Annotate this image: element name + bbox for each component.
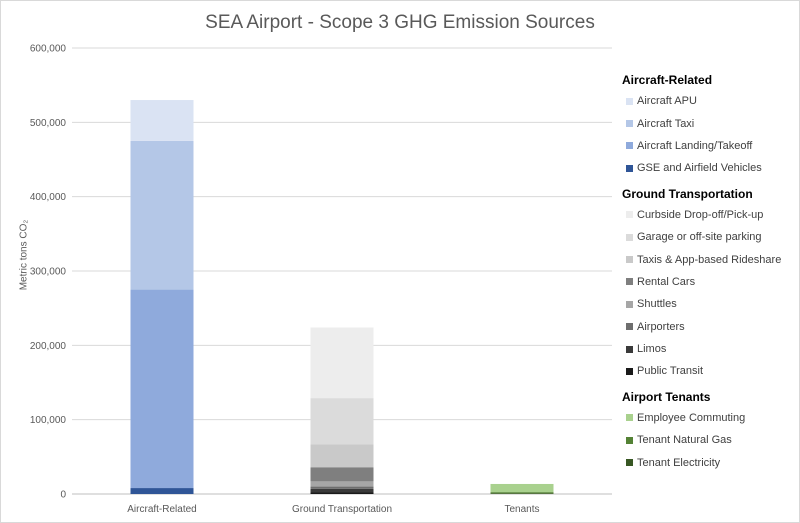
bar-segment — [310, 444, 374, 468]
legend-item: Taxis & App-based Rideshare — [622, 248, 800, 270]
legend-item: Shuttles — [622, 293, 800, 315]
bar-segment — [130, 488, 194, 494]
legend-swatch — [626, 142, 633, 150]
bar-segment — [130, 289, 194, 489]
legend-item: Aircraft APU — [622, 90, 800, 112]
legend-label: Aircraft Landing/Takeoff — [637, 139, 753, 152]
legend-label: Curbside Drop-off/Pick-up — [637, 208, 764, 221]
legend-swatch — [626, 256, 633, 264]
bar-segment — [310, 398, 374, 445]
bar-segment — [130, 140, 194, 290]
bar-segment — [310, 486, 374, 489]
x-tick-label: Aircraft-Related — [127, 504, 196, 515]
y-tick-label: 100,000 — [30, 415, 67, 426]
legend-item: Airporters — [622, 316, 800, 338]
legend-swatch — [626, 345, 633, 353]
bar-segment — [490, 492, 554, 494]
legend-swatch — [626, 323, 633, 331]
legend-swatch — [626, 120, 633, 128]
legend-swatch — [626, 211, 633, 219]
legend-item: Tenant Electricity — [622, 451, 800, 473]
legend-label: Airporters — [637, 320, 685, 333]
y-tick-label: 0 — [60, 490, 66, 501]
legend-item: Garage or off-site parking — [622, 226, 800, 248]
legend-swatch — [626, 97, 633, 105]
legend-label: Shuttles — [637, 298, 677, 311]
legend-item: Tenant Natural Gas — [622, 429, 800, 451]
bar-segment — [310, 327, 374, 399]
legend-swatch — [626, 278, 633, 286]
legend-swatch — [626, 367, 633, 375]
legend-group-title: Aircraft-Related — [622, 73, 713, 87]
legend-group-title: Ground Transportation — [622, 186, 753, 201]
chart-title: SEA Airport - Scope 3 GHG Emission Sourc… — [205, 12, 595, 33]
legend-label: Garage or off-site parking — [637, 231, 762, 244]
bar-segment — [130, 100, 194, 141]
legend-item: Employee Commuting — [622, 407, 800, 429]
bar-segment — [490, 483, 554, 493]
legend-label: GSE and Airfield Vehicles — [637, 162, 762, 175]
legend-label: Rental Cars — [637, 275, 696, 288]
y-tick-label: 200,000 — [30, 341, 67, 352]
legend-swatch — [626, 233, 633, 241]
legend-item: Rental Cars — [622, 271, 800, 293]
bar-segment — [310, 467, 374, 482]
legend-swatch — [626, 459, 633, 467]
bar-segment — [310, 488, 374, 493]
y-tick-label: 300,000 — [30, 267, 67, 278]
legend-group: Ground Transportation Curbside Drop-off/P… — [622, 184, 800, 383]
y-tick-label: 600,000 — [30, 44, 67, 55]
bar-segment — [310, 492, 374, 494]
legend-label: Employee Commuting — [637, 411, 746, 424]
x-tick-label: Tenants — [504, 504, 539, 515]
legend-group: Aircraft-Related Aircraft APU Aircraft Tax… — [622, 70, 800, 180]
legend-item: Aircraft Taxi — [622, 112, 800, 134]
legend-group: Airport Tenants Employee Commuting Tenant … — [622, 387, 800, 474]
legend-swatch — [626, 164, 633, 172]
y-tick-label: 500,000 — [30, 118, 67, 129]
bar-segment — [310, 481, 374, 487]
bar-segment — [490, 493, 554, 494]
x-tick-label: Ground Transportation — [292, 504, 392, 515]
legend-label: Aircraft Taxi — [637, 117, 695, 130]
legend-swatch — [626, 436, 633, 444]
legend-item: GSE and Airfield Vehicles — [622, 157, 800, 179]
legend-label: Aircraft APU — [637, 95, 697, 108]
legend-item: Curbside Drop-off/Pick-up — [622, 204, 800, 226]
legend-item: Limos — [622, 338, 800, 360]
legend-label: Tenant Natural Gas — [637, 434, 732, 447]
legend-swatch — [626, 300, 633, 308]
legend: Aircraft-Related Aircraft APU Aircraft Tax… — [622, 70, 800, 478]
legend-item: Aircraft Landing/Takeoff — [622, 135, 800, 157]
legend-label: Public Transit — [637, 365, 704, 378]
legend-swatch — [626, 414, 633, 422]
legend-label: Taxis & App-based Rideshare — [637, 253, 782, 266]
legend-label: Tenant Electricity — [637, 456, 721, 469]
legend-item: Public Transit — [622, 360, 800, 382]
y-tick-label: 400,000 — [30, 192, 67, 203]
legend-group-title: Airport Tenants — [622, 389, 711, 404]
legend-label: Limos — [637, 343, 667, 356]
